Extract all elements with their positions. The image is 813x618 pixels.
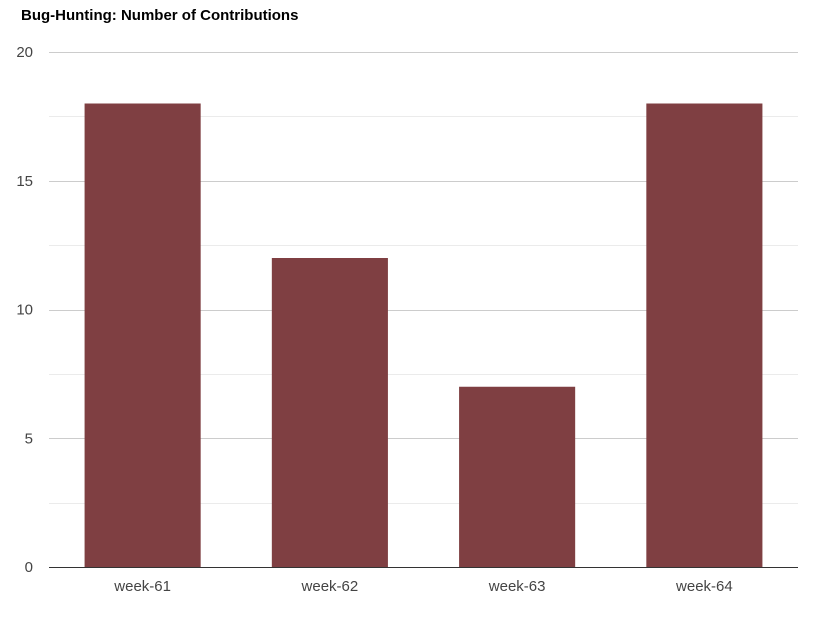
bar-week-64[interactable]	[646, 103, 763, 568]
y-tick-label: 10	[16, 302, 33, 319]
y-tick-label: 5	[25, 430, 33, 447]
x-tick-label: week-63	[488, 578, 546, 595]
x-tick-label: week-64	[675, 578, 733, 595]
y-tick-label: 20	[16, 44, 33, 61]
y-tick-label: 15	[16, 173, 33, 190]
bar-week-61[interactable]	[84, 103, 201, 568]
y-tick-label: 0	[25, 559, 33, 576]
bar-week-62[interactable]	[271, 258, 388, 567]
bars	[84, 103, 763, 568]
y-axis-ticks: 0 5 10 15 20	[16, 44, 33, 576]
chart-title: Bug-Hunting: Number of Contributions	[21, 7, 299, 24]
bar-week-63[interactable]	[459, 386, 576, 567]
x-tick-label: week-61	[113, 578, 171, 595]
x-axis-ticks: week-61 week-62 week-63 week-64	[113, 578, 732, 595]
x-tick-label: week-62	[301, 578, 359, 595]
